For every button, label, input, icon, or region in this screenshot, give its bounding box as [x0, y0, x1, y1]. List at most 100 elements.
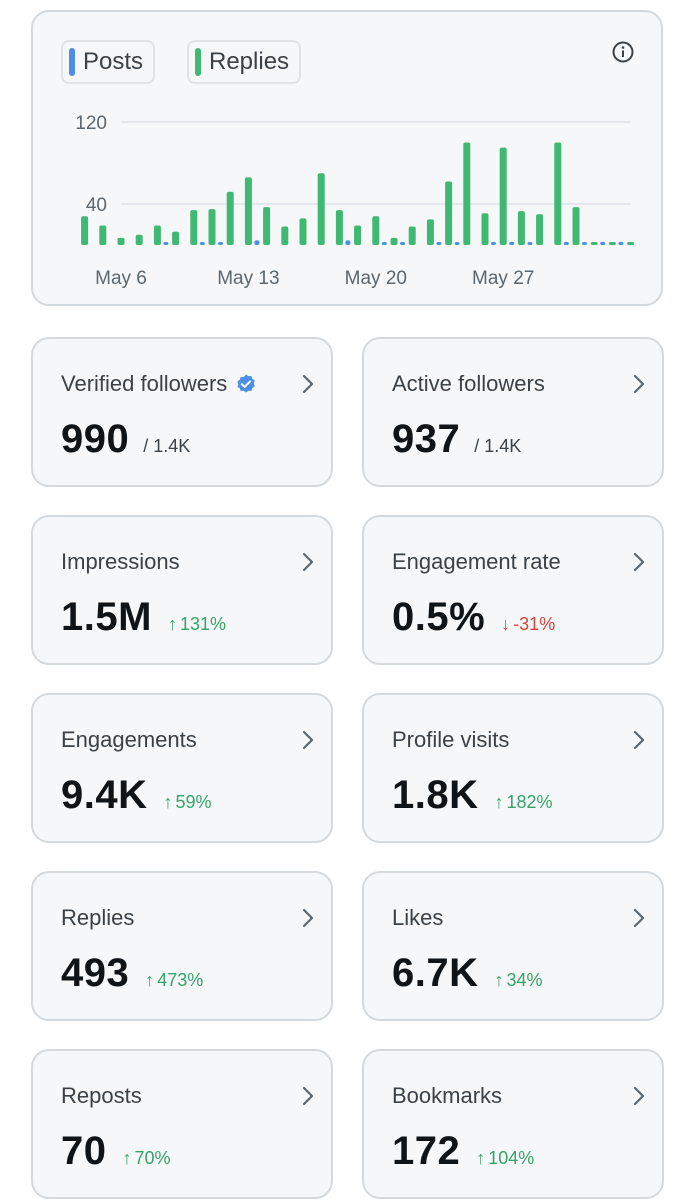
replies-bar — [372, 216, 380, 245]
replies-bar — [426, 219, 434, 245]
stat-card-reposts[interactable]: Reposts 70 ↑ 70% — [31, 1049, 333, 1199]
replies-bar — [226, 191, 234, 245]
stat-card-likes[interactable]: Likes 6.7K ↑ 34% — [362, 871, 664, 1021]
arrow-up-icon: ↑ — [476, 1148, 486, 1168]
stat-label-text: Engagements — [61, 727, 197, 752]
replies-bar — [172, 231, 180, 245]
replies-bar — [536, 214, 544, 245]
chart-card: Posts Replies 40 120 May 6 May 13 May 20 May … — [31, 10, 663, 306]
stat-change-value: 59% — [175, 792, 212, 812]
posts-bar — [563, 241, 569, 245]
legend-replies[interactable]: Replies — [187, 40, 302, 84]
replies-bar — [299, 218, 307, 245]
stat-value: 493 — [61, 951, 130, 995]
stat-value: 172 — [392, 1129, 461, 1173]
stat-value: 9.4K — [61, 773, 148, 817]
stat-value-row: 493 ↑ 473% — [61, 951, 203, 996]
arrow-up-icon: ↑ — [494, 792, 504, 812]
stat-change-value: 104% — [488, 1148, 535, 1168]
stat-change: ↓ -31% — [501, 614, 555, 635]
replies-bar — [499, 147, 507, 245]
stat-value: 990 — [61, 417, 130, 461]
stat-label: Likes — [392, 905, 443, 931]
replies-bar — [554, 142, 562, 245]
posts-bar — [618, 241, 624, 245]
stat-change: ↑ 104% — [476, 1148, 534, 1169]
stat-label-text: Likes — [392, 905, 444, 930]
posts-bar — [381, 242, 387, 245]
chevron-right-icon[interactable] — [301, 907, 315, 929]
stat-card-engagements[interactable]: Engagements 9.4K ↑ 59% — [31, 693, 333, 843]
stat-label: Verified followers — [61, 371, 257, 397]
arrow-up-icon: ↑ — [167, 614, 177, 634]
stat-card-replies[interactable]: Replies 493 ↑ 473% — [31, 871, 333, 1021]
arrow-up-icon: ↑ — [494, 970, 504, 990]
replies-bar — [445, 181, 453, 245]
posts-bar — [509, 241, 515, 245]
stat-change: ↑ 59% — [164, 792, 212, 813]
stat-value-row: 1.5M ↑ 131% — [61, 595, 226, 640]
chevron-right-icon[interactable] — [632, 551, 646, 573]
posts-bar — [163, 242, 169, 245]
x-tick-label: May 13 — [217, 268, 279, 289]
stat-change: ↑ 182% — [495, 792, 553, 813]
stat-label-text: Verified followers — [61, 371, 228, 396]
stat-label: Reposts — [61, 1083, 142, 1109]
stat-card-profile-visits[interactable]: Profile visits 1.8K ↑ 182% — [362, 693, 664, 843]
legend-replies-label: Replies — [209, 48, 290, 75]
y-tick-label: 120 — [75, 113, 107, 134]
posts-swatch — [69, 48, 75, 76]
x-tick-label: May 6 — [95, 268, 147, 289]
chevron-right-icon[interactable] — [301, 373, 315, 395]
replies-bar — [263, 207, 271, 245]
chevron-right-icon[interactable] — [632, 729, 646, 751]
stat-label-text: Reposts — [61, 1083, 142, 1108]
posts-bar — [218, 242, 223, 245]
stat-card-engagement-rate[interactable]: Engagement rate 0.5% ↓ -31% — [362, 515, 664, 665]
chevron-right-icon[interactable] — [632, 373, 646, 395]
stat-label: Engagement rate — [392, 549, 561, 575]
replies-bar — [208, 209, 216, 245]
posts-bar — [454, 242, 460, 245]
stat-value: 0.5% — [392, 595, 486, 639]
stat-value-row: 1.8K ↑ 182% — [392, 773, 553, 818]
stat-value-row: 70 ↑ 70% — [61, 1129, 171, 1174]
replies-bar — [281, 226, 289, 245]
chevron-right-icon[interactable] — [301, 1085, 315, 1107]
stat-change-value: 34% — [506, 970, 543, 990]
posts-bar — [600, 241, 606, 245]
stat-card-active-followers[interactable]: Active followers 937 / 1.4K — [362, 337, 664, 487]
stat-value-row: 6.7K ↑ 34% — [392, 951, 543, 996]
replies-bar — [354, 225, 362, 245]
replies-bar — [408, 226, 416, 245]
stat-value-row: 937 / 1.4K — [392, 417, 521, 462]
info-icon[interactable] — [611, 40, 635, 64]
stat-change-value: -31% — [513, 614, 556, 634]
stat-change: ↑ 131% — [168, 614, 226, 635]
stat-label: Replies — [61, 905, 134, 931]
replies-bar — [463, 142, 471, 245]
replies-bar — [99, 225, 107, 245]
legend-posts[interactable]: Posts — [61, 40, 156, 84]
stat-value: 1.8K — [392, 773, 479, 817]
stat-label: Engagements — [61, 727, 197, 753]
legend-posts-label: Posts — [83, 48, 144, 75]
stat-value: 937 — [392, 417, 461, 461]
stat-card-impressions[interactable]: Impressions 1.5M ↑ 131% — [31, 515, 333, 665]
stat-value: 70 — [61, 1129, 107, 1173]
arrow-up-icon: ↑ — [145, 970, 155, 990]
chevron-right-icon[interactable] — [301, 729, 315, 751]
stat-card-bookmarks[interactable]: Bookmarks 172 ↑ 104% — [362, 1049, 664, 1199]
posts-bar — [400, 242, 405, 245]
chevron-right-icon[interactable] — [632, 907, 646, 929]
replies-bar — [190, 210, 198, 245]
x-tick-label: May 20 — [345, 268, 407, 289]
posts-bar — [436, 242, 442, 245]
stat-card-verified-followers[interactable]: Verified followers 990 / 1.4K — [31, 337, 333, 487]
chevron-right-icon[interactable] — [632, 1085, 646, 1107]
chevron-right-icon[interactable] — [301, 551, 315, 573]
stat-label: Impressions — [61, 549, 180, 575]
posts-bar — [491, 242, 496, 245]
stat-change-value: 182% — [506, 792, 553, 812]
replies-bar — [590, 242, 598, 245]
